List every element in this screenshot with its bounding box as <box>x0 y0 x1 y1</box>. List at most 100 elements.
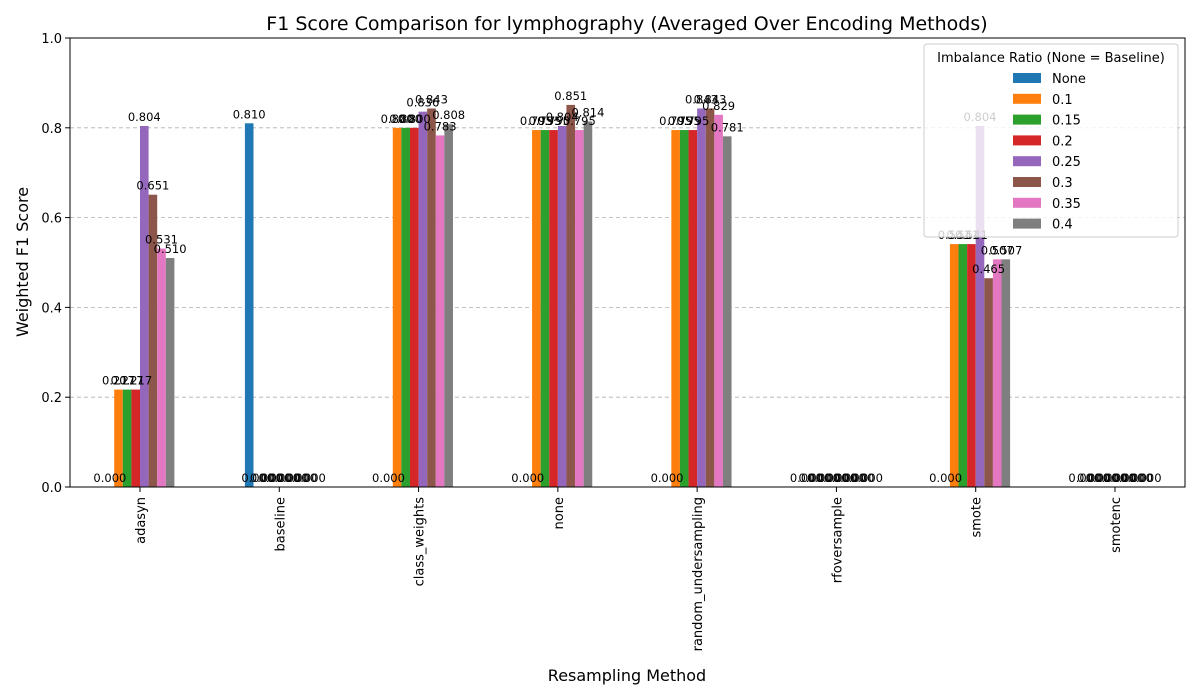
bar <box>679 130 689 488</box>
bar-value-label: 0.000 <box>1129 471 1162 485</box>
legend-entry: 0.4 <box>1052 218 1073 233</box>
bar <box>705 108 715 488</box>
x-tick-label: rfoversample <box>830 497 845 583</box>
bar-value-label: 0.217 <box>111 374 144 388</box>
bar <box>244 123 254 487</box>
bar <box>549 130 558 488</box>
bar-value-label: 0.800 <box>389 112 422 126</box>
y-tick-label: 0.0 <box>41 481 62 496</box>
bar <box>975 126 985 487</box>
y-tick-label: 0.8 <box>41 122 62 137</box>
bar-value-label: 0.000 <box>1077 471 1110 485</box>
bar <box>427 108 436 488</box>
bar-value-label: 0.507 <box>989 243 1022 257</box>
legend-swatch <box>1013 177 1041 187</box>
legend-entry: 0.2 <box>1052 134 1073 149</box>
bar <box>140 126 149 487</box>
legend-items: None 0.1 0.15 0.2 0.25 0.3 0.35 0.4 <box>1013 72 1086 233</box>
y-tick-label: 1.0 <box>41 32 62 47</box>
bar-value-label: 0.000 <box>250 471 283 485</box>
bar-value-label: 0.507 <box>981 243 1014 257</box>
x-tick-label: smote <box>970 497 985 538</box>
bar-value-label: 0.781 <box>711 120 744 134</box>
plot-frame <box>69 37 1186 488</box>
bar-value-label: 0.000 <box>824 471 857 485</box>
bar <box>949 244 959 487</box>
bar <box>992 259 1002 487</box>
y-tick-label: 0.2 <box>41 391 62 406</box>
legend-box <box>923 43 1179 238</box>
bar <box>566 104 576 487</box>
bar <box>435 135 445 488</box>
legend-entry: 0.1 <box>1052 93 1073 108</box>
y-axis-label: Weighted F1 Score <box>13 187 32 337</box>
bar-value-label: 0.531 <box>145 233 178 247</box>
x-tick-label: baseline <box>273 497 288 551</box>
bar-value-label: 0.814 <box>571 106 604 120</box>
bar-value-label: 0.000 <box>511 471 544 485</box>
legend-entry: 0.15 <box>1052 114 1081 129</box>
legend-title: Imbalance Ratio (None = Baseline) <box>937 51 1165 66</box>
bar-value-label: 0.843 <box>694 92 727 106</box>
bar-value-label: 0.795 <box>528 114 561 128</box>
x-tick-label: class_weights <box>413 497 428 587</box>
bar-value-label: 0.000 <box>850 471 883 485</box>
bar <box>984 278 993 487</box>
bar <box>392 127 402 488</box>
bar-value-label: 0.000 <box>841 471 874 485</box>
bar-value-label: 0.783 <box>424 119 457 133</box>
bar-value-label: 0.804 <box>128 110 161 124</box>
bar-value-label: 0.000 <box>1068 471 1101 485</box>
bar-value-label: 0.000 <box>93 471 126 485</box>
gridlines <box>70 127 1185 398</box>
bar <box>122 389 132 487</box>
bar-value-label: 0.000 <box>267 471 300 485</box>
bars <box>114 104 1011 488</box>
x-axis-label: Resampling Method <box>548 666 706 685</box>
bar-value-label: 0.000 <box>807 471 840 485</box>
bar-value-label: 0.465 <box>972 262 1005 276</box>
bar <box>131 389 140 487</box>
bar-value-label: 0.804 <box>546 110 579 124</box>
bar <box>148 194 158 488</box>
bar <box>157 248 166 487</box>
bar <box>958 244 968 487</box>
bar-value-label: 0.000 <box>1111 471 1144 485</box>
bar-value-label: 0.651 <box>136 179 169 193</box>
legend-swatch <box>1013 135 1041 146</box>
legend: Imbalance Ratio (None = Baseline) None 0.… <box>923 43 1179 238</box>
bar-value-label: 0.000 <box>1103 471 1136 485</box>
bar <box>583 121 593 487</box>
legend-entry: 0.35 <box>1052 197 1081 212</box>
y-tick-label: 0.4 <box>41 301 62 316</box>
bar-value-label: 0.800 <box>381 112 414 126</box>
bar-value-label: 0.000 <box>276 471 309 485</box>
bar-value-label: 0.795 <box>668 114 701 128</box>
bar-value-label: 0.795 <box>676 114 709 128</box>
bar-value-label: 0.217 <box>102 374 135 388</box>
bar-value-label: 0.000 <box>372 471 405 485</box>
bar-value-label: 0.810 <box>233 107 266 121</box>
legend-swatch <box>1013 218 1041 229</box>
bar-value-label: 0.000 <box>1120 471 1153 485</box>
bar-value-label: 0.000 <box>1086 471 1119 485</box>
bar <box>540 130 550 488</box>
bar-value-label: 0.000 <box>284 471 317 485</box>
bar <box>401 127 410 488</box>
x-tick-label: smotenc <box>1109 497 1124 553</box>
legend-entry: None <box>1052 72 1086 87</box>
bar-value-label: 0.836 <box>406 96 439 110</box>
bar <box>165 258 175 487</box>
bar <box>697 108 706 488</box>
bar <box>409 127 419 488</box>
bar-value-label: 0.510 <box>154 242 187 256</box>
bar-value-label: 0.000 <box>929 471 962 485</box>
bar-value-label: 0.829 <box>702 99 735 113</box>
x-tick-label: none <box>552 497 567 529</box>
bar-value-label: 0.000 <box>790 471 823 485</box>
bar <box>688 130 698 488</box>
bar-value-label: 0.795 <box>537 114 570 128</box>
bar-value-label: 0.000 <box>241 471 274 485</box>
